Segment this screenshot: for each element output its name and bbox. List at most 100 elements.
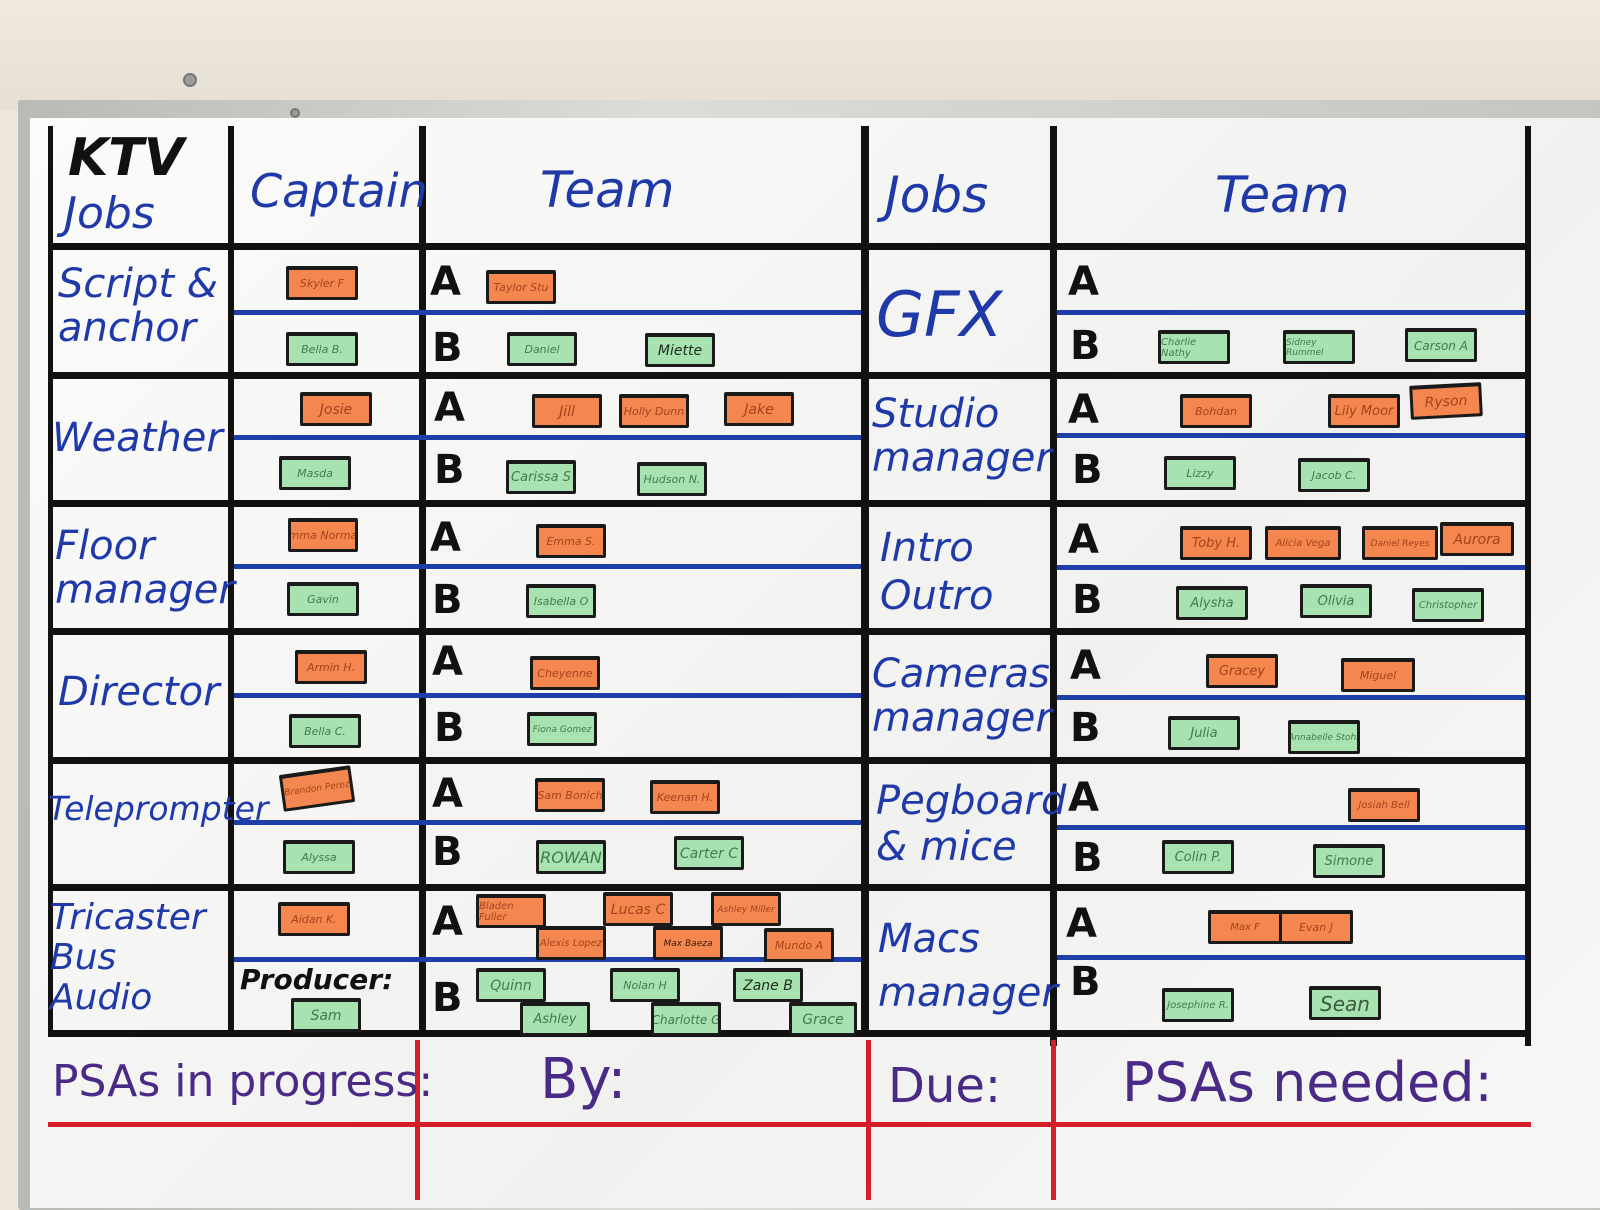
name-magnet[interactable]: Fiona Gomez: [527, 712, 597, 746]
slot-label-b: B: [1070, 959, 1101, 1005]
board-subtitle: Jobs: [64, 188, 155, 239]
slot-label-a: A: [1068, 387, 1099, 433]
name-magnet[interactable]: Carter C: [674, 836, 744, 870]
name-magnet[interactable]: Aidan K.: [278, 902, 350, 936]
name-magnet[interactable]: Alexis Lopez: [536, 926, 606, 960]
name-magnet[interactable]: Bladen Fuller: [476, 894, 546, 928]
name-magnet[interactable]: Armin H.: [295, 650, 367, 684]
name-magnet[interactable]: Evan J: [1279, 910, 1353, 944]
name-magnet[interactable]: Ashley Miller: [711, 892, 781, 926]
wall-screw: [183, 73, 197, 87]
name-magnet[interactable]: Lizzy: [1164, 456, 1236, 490]
name-magnet[interactable]: Masda: [279, 456, 351, 490]
ab-divider: [234, 564, 861, 569]
name-magnet[interactable]: Daniel Reyes: [1362, 526, 1438, 560]
name-magnet[interactable]: Miguel: [1341, 658, 1415, 692]
name-magnet[interactable]: Alyssa: [283, 840, 355, 874]
name-magnet[interactable]: Josie: [300, 392, 372, 426]
name-magnet[interactable]: Alicia Vega: [1265, 526, 1341, 560]
slot-label-a: A: [430, 515, 461, 561]
name-magnet[interactable]: Alysha: [1176, 586, 1248, 620]
slot-label-b: B: [432, 577, 463, 623]
slot-label-b: B: [1070, 323, 1101, 369]
ab-divider: [1057, 955, 1525, 960]
wall: [0, 0, 1600, 110]
name-magnet[interactable]: Josephine R.: [1162, 988, 1234, 1022]
job-intro-outro: Intro Outro: [880, 525, 994, 619]
name-magnet[interactable]: Jill: [532, 394, 602, 428]
name-magnet[interactable]: Charlie Nathy: [1158, 330, 1230, 364]
slot-label-b: B: [1070, 705, 1101, 751]
header-jobs-right: Jobs: [885, 166, 989, 224]
name-magnet[interactable]: Sean: [1309, 986, 1381, 1020]
name-magnet[interactable]: Aurora: [1440, 522, 1514, 556]
slot-label-a: A: [1070, 643, 1101, 689]
job-gfx: GFX: [876, 278, 1003, 351]
name-magnet[interactable]: Annabelle Stohr: [1288, 720, 1360, 754]
name-magnet[interactable]: Hudson N.: [637, 462, 707, 496]
name-magnet[interactable]: Gracey: [1206, 654, 1278, 688]
header-team-right: Team: [1215, 166, 1350, 224]
name-magnet[interactable]: Nolan H: [610, 968, 680, 1002]
name-magnet[interactable]: Emma S.: [536, 524, 606, 558]
slot-label-a: A: [434, 385, 465, 431]
name-magnet[interactable]: Ashley: [520, 1002, 590, 1036]
name-magnet[interactable]: Max Baeza: [653, 926, 723, 960]
name-magnet[interactable]: Mundo A: [764, 928, 834, 962]
name-magnet[interactable]: Carissa S: [506, 460, 576, 494]
name-magnet[interactable]: Grace: [789, 1002, 857, 1036]
grid-line: [48, 884, 1531, 891]
name-magnet[interactable]: Charlotte G: [651, 1002, 721, 1036]
name-magnet[interactable]: ROWAN: [536, 840, 606, 874]
name-magnet[interactable]: Bella B.: [286, 332, 358, 366]
name-magnet[interactable]: Emma Norman: [288, 518, 358, 552]
grid-line: [1050, 126, 1057, 1046]
name-magnet[interactable]: Zane B: [733, 968, 803, 1002]
name-magnet[interactable]: Lily Moor: [1328, 394, 1400, 428]
name-magnet[interactable]: Isabella O: [526, 584, 596, 618]
name-magnet[interactable]: Gavin: [287, 582, 359, 616]
name-magnet[interactable]: Toby H.: [1180, 526, 1252, 560]
name-magnet[interactable]: Sidney Rummel: [1283, 330, 1355, 364]
name-magnet[interactable]: Colin P.: [1162, 840, 1234, 874]
name-magnet[interactable]: Lucas C: [603, 892, 673, 926]
footer-line: [866, 1040, 871, 1200]
job-studio-manager: Studio manager: [872, 391, 1052, 481]
name-magnet[interactable]: Josiah Bell: [1348, 788, 1420, 822]
name-magnet[interactable]: Jake: [724, 392, 794, 426]
name-magnet[interactable]: Cheyenne: [530, 656, 600, 690]
slot-label-a: A: [432, 771, 463, 817]
name-magnet[interactable]: Taylor Stu: [486, 270, 556, 304]
name-magnet[interactable]: Christopher: [1412, 588, 1484, 622]
header-team-left: Team: [540, 161, 675, 219]
job-pegboard-mice: Pegboard & mice: [876, 778, 1067, 870]
name-magnet[interactable]: Sam Bonich: [535, 778, 605, 812]
grid-line: [48, 628, 1531, 635]
name-magnet[interactable]: Bella C.: [289, 714, 361, 748]
name-magnet[interactable]: Ryson: [1409, 382, 1483, 420]
slot-label-a: A: [432, 639, 463, 685]
slot-label-b: B: [432, 829, 463, 875]
name-magnet[interactable]: Daniel: [507, 332, 577, 366]
name-magnet[interactable]: Julia: [1168, 716, 1240, 750]
name-magnet[interactable]: Sam: [291, 998, 361, 1032]
name-magnet[interactable]: Skyler F: [286, 266, 358, 300]
name-magnet[interactable]: Carson A: [1405, 328, 1477, 362]
name-magnet[interactable]: Max F: [1208, 910, 1282, 944]
job-macs-manager: Macs manager: [878, 916, 1058, 1016]
grid-line: [48, 243, 1531, 250]
name-magnet[interactable]: Bohdan: [1180, 394, 1252, 428]
slot-label-a: A: [430, 259, 461, 305]
name-magnet[interactable]: Olivia: [1300, 584, 1372, 618]
footer-by: By:: [540, 1047, 627, 1112]
footer-line: [415, 1040, 420, 1200]
name-magnet[interactable]: Quinn: [476, 968, 546, 1002]
slot-label-b: B: [1072, 447, 1103, 493]
name-magnet[interactable]: Simone: [1313, 844, 1385, 878]
name-magnet[interactable]: Keenan H.: [650, 780, 720, 814]
slot-label-a: A: [432, 899, 463, 945]
name-magnet[interactable]: Miette: [645, 333, 715, 367]
grid-line: [48, 126, 53, 1036]
name-magnet[interactable]: Holly Dunn: [619, 394, 689, 428]
name-magnet[interactable]: Jacob C.: [1298, 458, 1370, 492]
